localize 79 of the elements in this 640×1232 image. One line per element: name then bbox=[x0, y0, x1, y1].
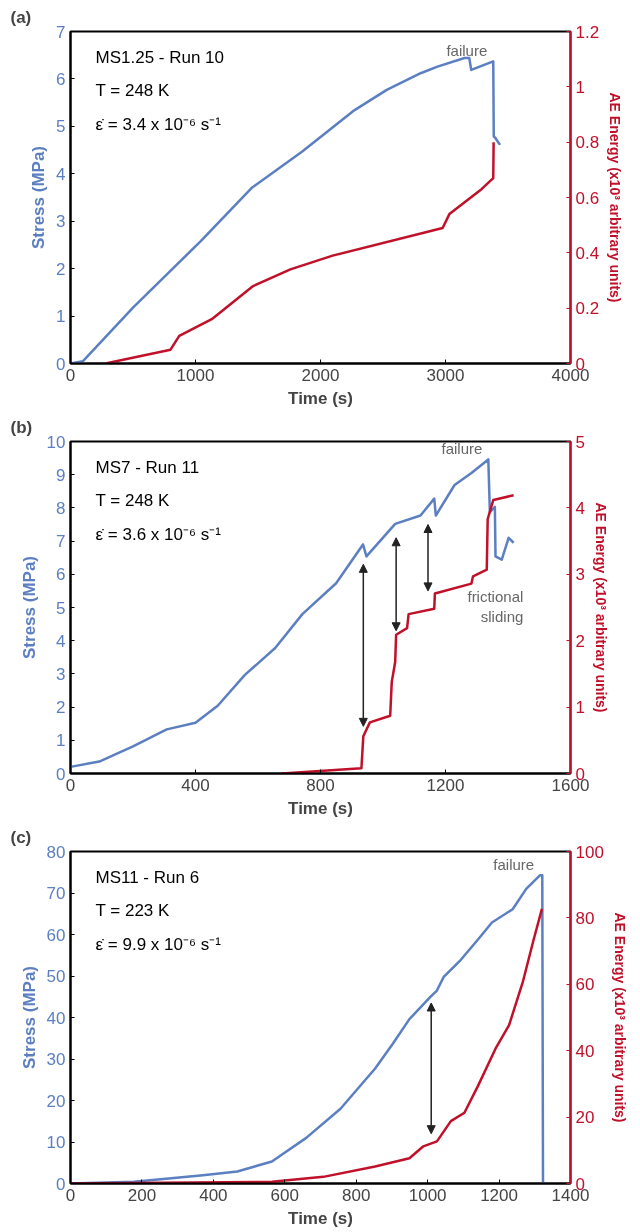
y-tick-label: 3 bbox=[56, 664, 66, 684]
y-tick-label: 3 bbox=[56, 212, 66, 232]
y2-axis-title: AE Energy (x10³ arbitrary units) bbox=[592, 502, 609, 713]
y2-tick-label: 100 bbox=[575, 842, 604, 862]
y-tick-label: 7 bbox=[56, 532, 66, 552]
y2-tick-label: 0.8 bbox=[575, 133, 600, 153]
y2-tick-label: 0.2 bbox=[575, 299, 600, 319]
y2-tick-label: 60 bbox=[575, 975, 595, 995]
y2-axis-title: AE Energy (x10³ arbitrary units) bbox=[611, 912, 628, 1123]
y-tick-label: 2 bbox=[56, 698, 66, 718]
y2-tick-label: 4 bbox=[575, 498, 585, 518]
y-tick-label: 40 bbox=[46, 1008, 66, 1028]
y-axis-title: Stress (MPa) bbox=[19, 966, 39, 1069]
y-tick-label: 20 bbox=[46, 1091, 66, 1111]
y2-tick-label: 5 bbox=[575, 432, 585, 452]
y2-tick-label: 80 bbox=[575, 908, 595, 928]
y2-axis-title: AE Energy (x10³ arbitrary units) bbox=[607, 92, 624, 303]
y-tick-label: 5 bbox=[56, 117, 66, 137]
y2-tick-label: 0.4 bbox=[575, 243, 600, 263]
annotation: frictional sliding bbox=[467, 587, 524, 626]
y2-tick-label: 40 bbox=[575, 1041, 595, 1061]
line-series bbox=[104, 140, 495, 364]
x-tick-label: 1000 bbox=[176, 365, 215, 385]
x-tick-label: 800 bbox=[342, 1185, 371, 1205]
x-tick-label: 600 bbox=[270, 1185, 299, 1205]
y-tick-label: 50 bbox=[46, 967, 66, 986]
y-tick-label: 10 bbox=[46, 1133, 66, 1152]
annotation: failure bbox=[446, 42, 488, 60]
x-tick-label: 1000 bbox=[408, 1185, 447, 1205]
y-tick-label: 10 bbox=[46, 432, 66, 452]
annotation: failure bbox=[441, 440, 483, 458]
x-tick-label: 200 bbox=[127, 1185, 157, 1205]
y-tick-label: 2 bbox=[56, 259, 66, 279]
x-axis-title: Time (s) bbox=[288, 1208, 353, 1228]
annotation: T = 248 K bbox=[95, 491, 171, 511]
y2-tick-label: 3 bbox=[575, 565, 585, 585]
annotation: MS7 - Run 11 bbox=[95, 458, 200, 478]
x-axis-title: Time (s) bbox=[288, 798, 353, 818]
x-tick-label: 800 bbox=[306, 775, 335, 795]
annotation: MS11 - Run 6 bbox=[95, 868, 200, 888]
x-tick-label: 3000 bbox=[426, 365, 465, 385]
chart-title: (a) bbox=[10, 7, 32, 27]
y-tick-label: 70 bbox=[46, 884, 66, 903]
y2-tick-label: 1 bbox=[575, 698, 585, 718]
y2-tick-label: 1 bbox=[575, 77, 585, 97]
y-axis-title: Stress (MPa) bbox=[29, 146, 49, 249]
y-tick-label: 30 bbox=[46, 1050, 66, 1069]
y-axis-title: Stress (MPa) bbox=[19, 556, 39, 659]
y-tick-label: 80 bbox=[46, 842, 66, 862]
chart-title: (b) bbox=[10, 417, 33, 437]
x-axis-title: Time (s) bbox=[288, 388, 353, 408]
y-tick-label: 1 bbox=[56, 307, 66, 327]
x-tick-label: 400 bbox=[181, 775, 210, 795]
annotation: T = 223 K bbox=[95, 901, 171, 921]
y-tick-label: 8 bbox=[56, 498, 66, 518]
x-tick-label: 1200 bbox=[480, 1185, 518, 1205]
y-tick-label: 7 bbox=[56, 22, 66, 42]
x-tick-label: 400 bbox=[199, 1185, 228, 1205]
x-tick-label: 2000 bbox=[301, 365, 340, 385]
y-tick-label: 1 bbox=[56, 731, 66, 751]
y-tick-label: 5 bbox=[56, 598, 66, 618]
y2-tick-label: 1.2 bbox=[575, 22, 600, 42]
chart-title: (c) bbox=[10, 827, 32, 847]
x-tick-label: 1200 bbox=[426, 775, 465, 795]
y-tick-label: 6 bbox=[56, 565, 66, 585]
annotation: MS1.25 - Run 10 bbox=[95, 48, 225, 68]
y-tick-label: 4 bbox=[56, 164, 66, 184]
annotation: ε̇ = 3.6 x 10⁻⁶ s⁻¹ bbox=[95, 524, 222, 544]
y2-tick-label: 20 bbox=[575, 1108, 595, 1128]
y-tick-label: 9 bbox=[56, 465, 66, 485]
annotation: ε̇ = 3.4 x 10⁻⁶ s⁻¹ bbox=[95, 114, 222, 134]
y2-tick-label: 2 bbox=[575, 631, 585, 651]
annotation: failure bbox=[493, 856, 535, 874]
annotation: T = 248 K bbox=[95, 81, 171, 101]
y-tick-label: 6 bbox=[56, 69, 66, 89]
y2-tick-label: 0.6 bbox=[575, 188, 600, 208]
annotation: ε̇ = 9.9 x 10⁻⁶ s⁻¹ bbox=[95, 934, 222, 954]
y-tick-label: 60 bbox=[46, 925, 66, 945]
y-tick-label: 4 bbox=[56, 631, 66, 651]
